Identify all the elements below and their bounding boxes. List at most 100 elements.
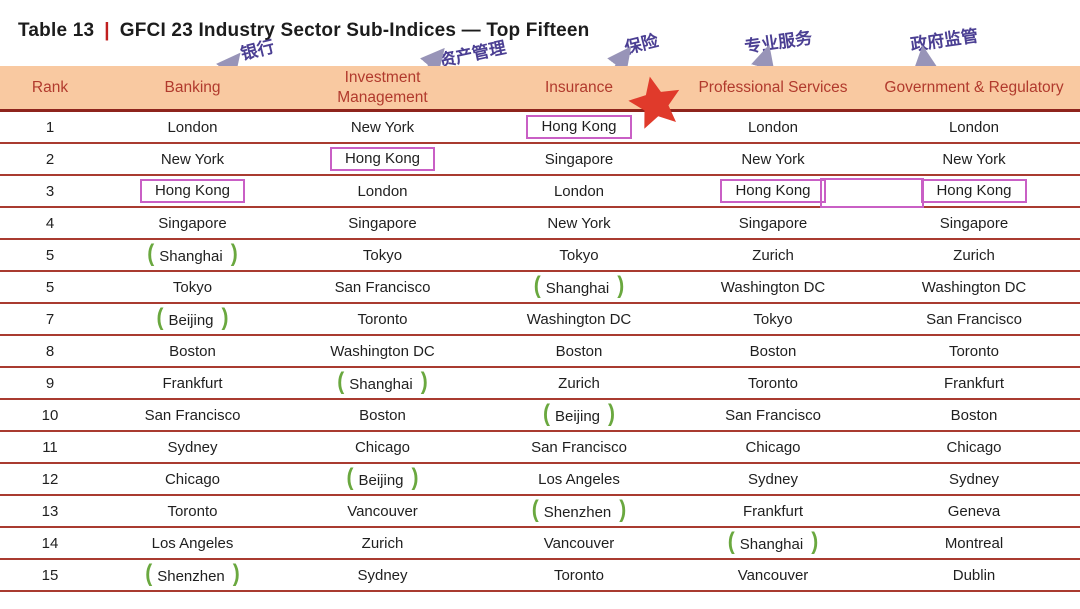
city-text: Shanghai [159,248,223,265]
city-cell: Frankfurt [943,374,1004,392]
city-cell: Toronto [747,374,799,392]
city-text: Beijing [358,472,404,489]
highlight-box: Hong Kong [329,147,436,171]
city-cell: Singapore [158,214,227,232]
table-row: 11 Sydney Chicago San Francisco Chicago Chica… [0,432,1080,464]
city-cell: Chicago [745,438,801,456]
city-cell: (Beijing) [285,464,480,491]
city-cell: Sydney [357,566,408,584]
rank-cell: 3 [45,182,55,200]
city-text: Shanghai [349,376,413,393]
table-row: 8 Boston Washington DC Boston Boston Toronto [0,336,1080,368]
city-cell: Sydney [167,438,218,456]
city-cell: Los Angeles [538,470,620,488]
column-header-banking: Banking [164,78,221,96]
city-cell: (Shenzhen) [480,496,678,523]
rank-cell: 9 [45,374,55,392]
green-bracket-right-icon: ) [411,464,419,491]
city-cell: Dublin [952,566,996,584]
green-bracket-left-icon: ( [147,240,155,267]
highlight-box: Hong Kong [139,179,246,203]
table-title-text: GFCI 23 Industry Sector Sub-Indices — To… [119,20,590,41]
city-cell: Washington DC [330,342,435,360]
city-cell: Chicago [164,470,221,488]
city-cell: Boston [555,342,603,360]
annotation-government-cn: 政府监管 [909,26,980,56]
table-row: 15 (Shenzhen) Sydney Toronto Vancouver Dublin [0,560,1080,592]
city-cell: Singapore [738,214,808,232]
table-row: 1 London New York Hong Kong London London [0,112,1080,144]
green-bracket-right-icon: ) [608,400,616,427]
rank-cell: 7 [45,310,55,328]
city-cell: Vancouver [347,502,418,520]
green-bracket-left-icon: ( [727,528,735,555]
city-text: Shenzhen [157,568,225,585]
city-cell: Sydney [747,470,799,488]
city-cell: Geneva [947,502,1001,520]
green-bracket-left-icon: ( [156,304,164,331]
column-header-professional-services: Professional Services [698,78,848,96]
city-cell: Frankfurt [742,502,803,520]
city-cell: London [553,182,605,200]
city-cell: Hong Kong [480,115,678,139]
green-bracket-right-icon: ) [230,240,238,267]
city-cell: San Francisco [334,278,431,296]
city-cell: (Shanghai) [100,240,285,267]
rank-cell: 5 [45,246,55,264]
city-cell: San Francisco [926,310,1022,328]
city-cell: Zurich [558,374,600,392]
highlight-box: Hong Kong [720,179,826,203]
table-row: 7 (Beijing) Toronto Washington DC Tokyo San F… [0,304,1080,336]
city-cell: Zurich [953,246,995,264]
city-cell: Montreal [944,534,1004,552]
city-cell: Tokyo [559,246,599,264]
city-cell: New York [350,118,415,136]
green-bracket-right-icon: ) [420,368,428,395]
city-cell: Tokyo [362,246,403,264]
city-cell: (Shenzhen) [100,560,285,587]
city-cell: Sydney [948,470,1000,488]
extra-highlight-box [820,178,924,208]
rank-cell: 4 [45,214,55,232]
rank-cell: 12 [41,470,59,488]
green-bracket-left-icon: ( [542,400,550,427]
city-text: Shanghai [739,536,804,553]
city-cell: Vancouver [543,534,615,552]
rank-cell: 1 [45,118,55,136]
table-row: 12 Chicago (Beijing) Los Angeles Sydney Sydne… [0,464,1080,496]
city-cell: Zurich [752,246,794,264]
rank-cell: 15 [41,566,59,584]
green-bracket-left-icon: ( [145,560,153,587]
table-row: 13 Toronto Vancouver (Shenzhen) Frankfurt Gen… [0,496,1080,528]
city-cell: Vancouver [737,566,809,584]
city-cell: (Beijing) [480,400,678,427]
city-cell: Boston [950,406,998,424]
city-cell: Toronto [553,566,605,584]
rank-cell: 10 [41,406,59,424]
table-row: 10 San Francisco Boston (Beijing) San Franci… [0,400,1080,432]
green-bracket-left-icon: ( [337,368,345,395]
city-text: Shanghai [545,280,610,297]
city-cell: Chicago [946,438,1002,456]
city-cell: Hong Kong [100,179,285,203]
highlight-box: Hong Kong [526,115,632,139]
city-cell: Zurich [361,534,404,552]
table-header-row: Rank Banking Investment Management Insur… [0,66,1080,112]
table-body: 1 London New York Hong Kong London London 2 New… [0,112,1080,592]
rank-cell: 8 [45,342,55,360]
green-bracket-right-icon: ) [221,304,229,331]
city-cell: Toronto [167,502,218,520]
table-row: 9 Frankfurt (Shanghai) Zurich Toronto Frankfu… [0,368,1080,400]
city-cell: Washington DC [526,310,632,328]
city-cell: Boston [749,342,797,360]
city-cell: London [167,118,218,136]
column-header-rank: Rank [31,78,69,96]
green-bracket-right-icon: ) [619,496,627,523]
page-title: Table 13 | GFCI 23 Industry Sector Sub-Ind… [18,20,590,42]
column-header-government-regulatory: Government & Regulatory [884,78,1064,96]
city-cell: Hong Kong [285,147,480,171]
table-row: 5 (Shanghai) Tokyo Tokyo Zurich Zurich [0,240,1080,272]
city-cell: London [747,118,799,136]
city-cell: New York [547,214,611,232]
